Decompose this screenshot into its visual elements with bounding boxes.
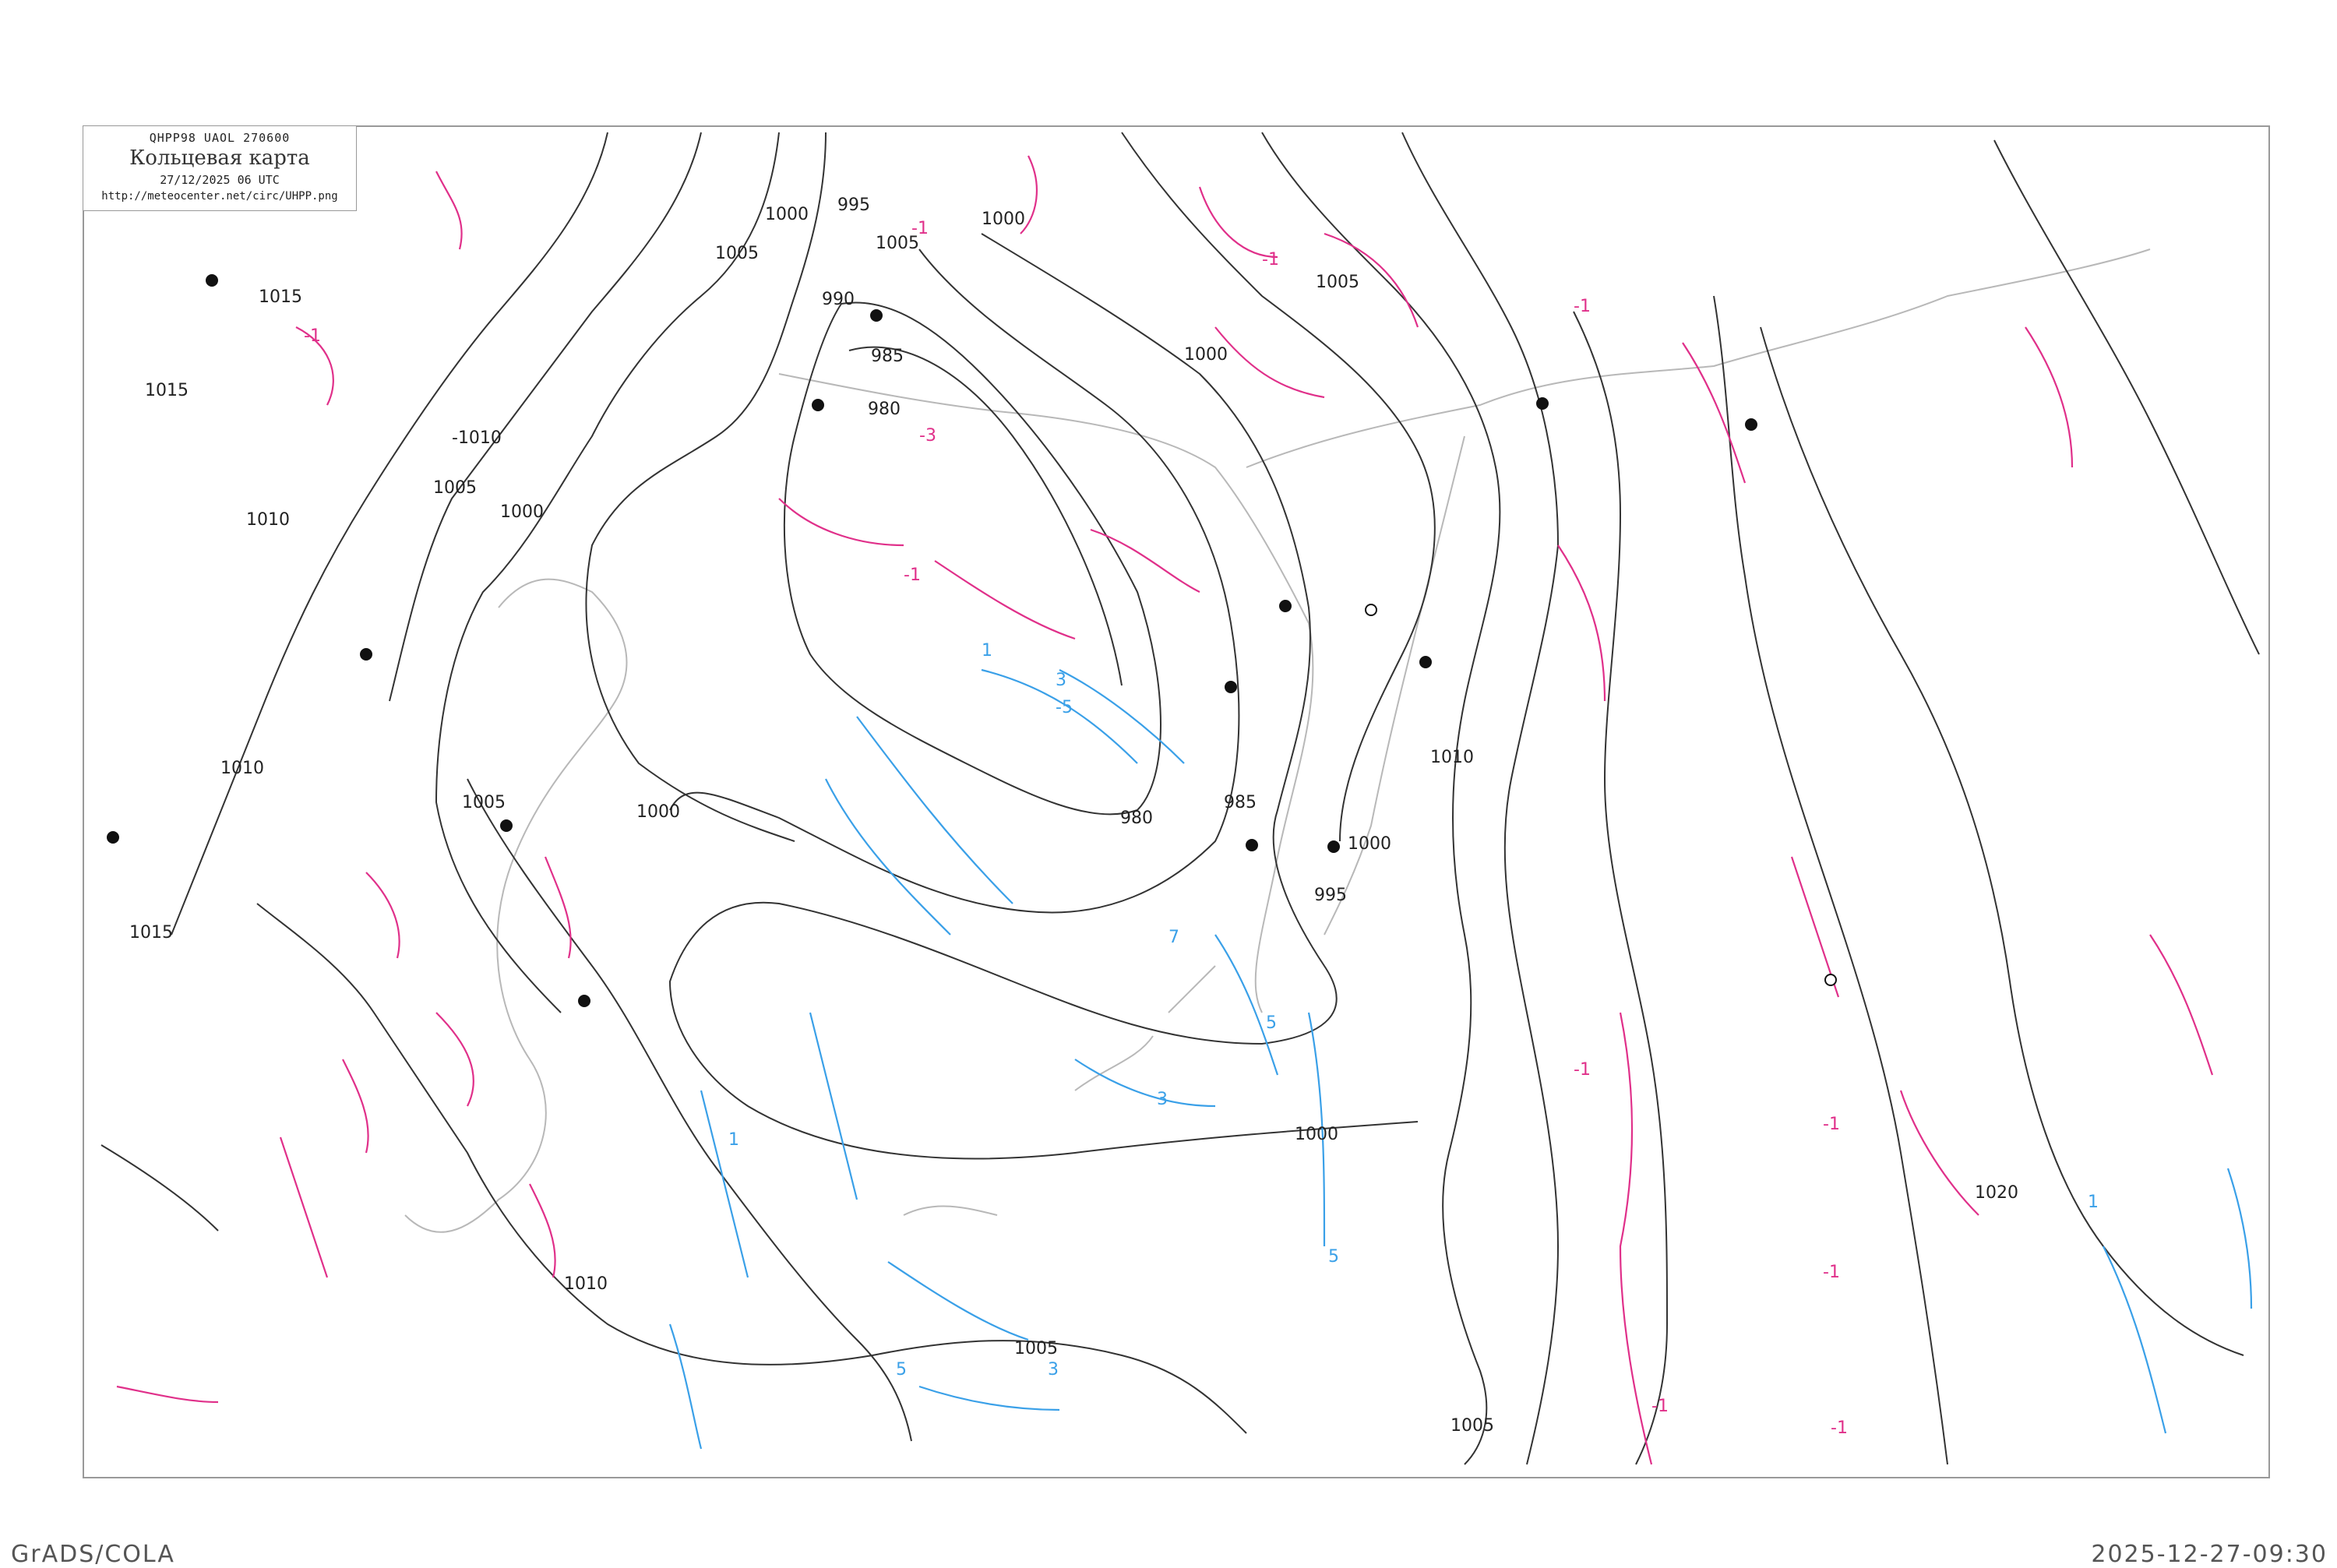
isobars bbox=[100, 132, 2260, 1465]
isobar-label: 1005 bbox=[1316, 273, 1359, 292]
isobar-label: 1005 bbox=[876, 234, 919, 253]
isotherm-label: 3 bbox=[1157, 1090, 1168, 1109]
station-marker bbox=[1824, 974, 1837, 986]
station-marker bbox=[870, 309, 883, 322]
isobar-label: 980 bbox=[868, 400, 901, 419]
isobar-label: 985 bbox=[871, 347, 904, 366]
map-title: Кольцевая карта bbox=[129, 146, 310, 170]
footer-credit: GrADS/COLA bbox=[11, 1541, 175, 1568]
station-marker bbox=[1225, 681, 1237, 693]
map-frame bbox=[83, 125, 2270, 1478]
station-marker bbox=[206, 274, 218, 287]
isotherm-labels: -1 -1 -1 -3 -1 -1 1 3 -5 5 7 5 3 1 5 3 -… bbox=[304, 219, 2099, 1438]
station-marker bbox=[1536, 397, 1549, 410]
isotherm-label: 7 bbox=[1168, 928, 1179, 947]
isotherm-label: 5 bbox=[896, 1360, 907, 1379]
isotherm-label: 3 bbox=[1048, 1360, 1059, 1379]
station-marker bbox=[360, 648, 372, 661]
map-title-box: QHPP98 UAOL 270600 Кольцевая карта 27/12… bbox=[83, 126, 357, 211]
isotherms-positive bbox=[668, 668, 2253, 1450]
isotherm-label: -1 bbox=[911, 219, 929, 238]
coastlines bbox=[404, 248, 2151, 1233]
map-datetime: 27/12/2025 06 UTC bbox=[160, 173, 280, 187]
isotherm-label: -3 bbox=[919, 426, 936, 446]
isobar-label: 1010 bbox=[564, 1274, 608, 1294]
isotherm-label: 1 bbox=[2088, 1193, 2099, 1212]
station-marker bbox=[1745, 418, 1757, 431]
isobar-label: 1005 bbox=[1014, 1339, 1058, 1358]
isobar-label: 995 bbox=[837, 196, 870, 215]
isobar-label: 1015 bbox=[259, 287, 302, 307]
isobar-label: 1010 bbox=[1430, 748, 1474, 767]
isobar-label: 990 bbox=[822, 290, 855, 309]
isotherm-label: 1 bbox=[982, 641, 992, 661]
isotherm-label: -1 bbox=[1262, 250, 1279, 270]
isotherm-label: -1 bbox=[304, 326, 321, 346]
isobar-label: 1000 bbox=[500, 502, 544, 522]
station-marker bbox=[107, 831, 119, 844]
station-marker bbox=[1279, 600, 1292, 612]
isotherm-label: -1 bbox=[1651, 1397, 1669, 1416]
isobar-label: 1000 bbox=[765, 205, 809, 224]
isobar-label: 1000 bbox=[982, 210, 1025, 229]
isotherm-label: -1 bbox=[904, 566, 921, 585]
station-marker bbox=[1365, 604, 1377, 616]
isotherm-label: -1 bbox=[1823, 1263, 1840, 1282]
isobar-label: 1015 bbox=[129, 923, 173, 943]
isotherm-label: -1 bbox=[1574, 1060, 1591, 1080]
isobar-label: 1000 bbox=[1184, 345, 1228, 365]
isobar-label: 985 bbox=[1224, 793, 1257, 812]
isobar-label: 1005 bbox=[715, 244, 759, 263]
isotherms-negative bbox=[116, 155, 2214, 1465]
isotherm-label: 5 bbox=[1266, 1013, 1277, 1033]
isotherm-label: 3 bbox=[1056, 671, 1066, 690]
isobar-label: 1005 bbox=[1450, 1416, 1494, 1436]
station-marker bbox=[1419, 656, 1432, 668]
isobar-label: -1010 bbox=[452, 428, 502, 448]
isotherm-label: 5 bbox=[1328, 1247, 1339, 1267]
isotherm-label: -1 bbox=[1823, 1115, 1840, 1134]
isotherm-label: 1 bbox=[728, 1130, 739, 1150]
source-url: http://meteocenter.net/circ/UHPP.png bbox=[101, 190, 338, 203]
isobar-label: 1005 bbox=[462, 793, 506, 812]
footer-timestamp: 2025-12-27-09:30 bbox=[2091, 1541, 2328, 1568]
isotherm-label: -1 bbox=[1574, 297, 1591, 316]
station-marker bbox=[812, 399, 824, 411]
station-marker bbox=[578, 995, 590, 1007]
isobar-label: 1020 bbox=[1975, 1183, 2018, 1203]
isobar-label: 995 bbox=[1314, 886, 1347, 905]
station-marker bbox=[1327, 840, 1340, 853]
isobar-label: 1005 bbox=[433, 478, 477, 498]
isotherm-label: -1 bbox=[1831, 1418, 1848, 1438]
isobar-label: 1000 bbox=[1295, 1125, 1338, 1144]
station-marker bbox=[500, 819, 513, 832]
bulletin-code: QHPP98 UAOL 270600 bbox=[149, 131, 291, 145]
isobar-labels: 1015 1015 -1010 1005 1000 1010 1010 1015… bbox=[129, 196, 2018, 1436]
station-markers bbox=[107, 274, 1837, 1007]
station-marker bbox=[1246, 839, 1258, 851]
isobar-label: 980 bbox=[1120, 809, 1153, 828]
isobar-label: 1010 bbox=[220, 759, 264, 778]
isobar-label: 1010 bbox=[246, 510, 290, 530]
isotherm-label: -5 bbox=[1056, 698, 1073, 717]
isobar-label: 1000 bbox=[1348, 834, 1391, 854]
isobar-label: 1015 bbox=[145, 381, 189, 400]
isobar-label: 1000 bbox=[636, 802, 680, 822]
